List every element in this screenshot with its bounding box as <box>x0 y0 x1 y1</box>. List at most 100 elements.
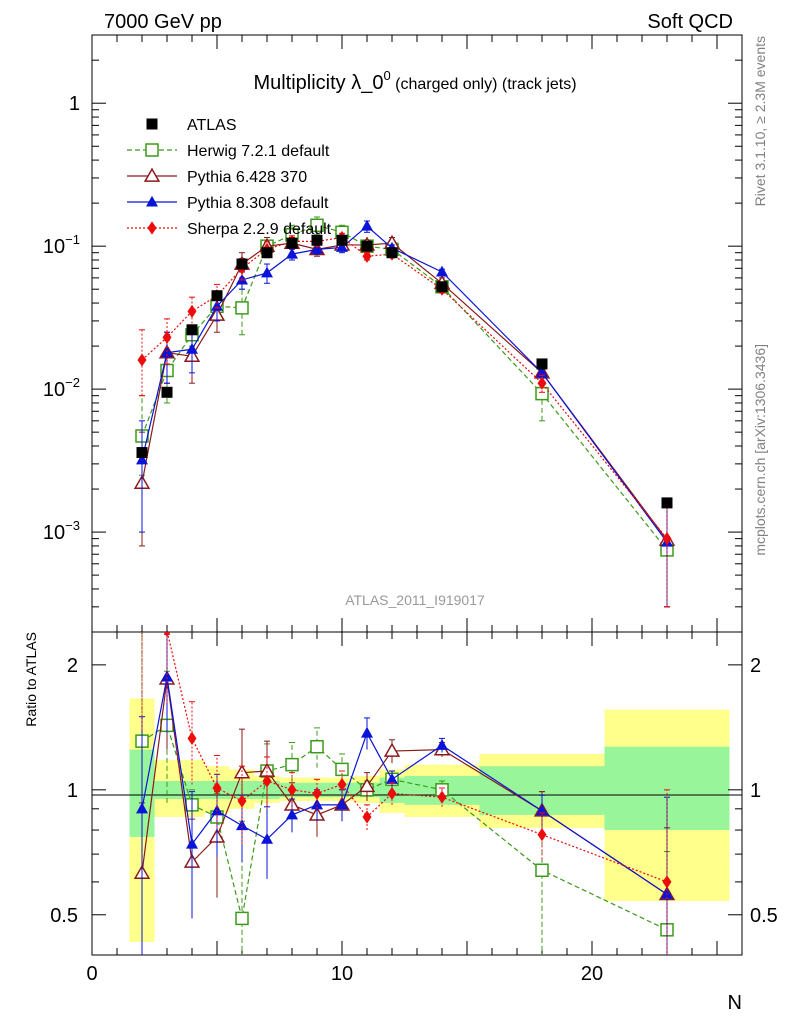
analysis-watermark: ATLAS_2011_I919017 <box>345 592 485 608</box>
legend-label-atlas: ATLAS <box>187 117 237 134</box>
pythia-ratio-point <box>161 670 173 682</box>
herwig-main-line <box>141 224 668 551</box>
legend-label-pythia: Pythia 6.428 370 <box>187 169 307 186</box>
atlas-data-point <box>286 237 298 249</box>
y-tick-label-exponent: −3 <box>65 518 80 533</box>
x-tick-label: 20 <box>581 963 603 985</box>
sherpa-ratio-point <box>662 875 672 889</box>
pythia-ratio-point <box>361 726 373 738</box>
pythia-ratio-line <box>141 676 668 895</box>
legend-marker-pythia <box>146 195 158 207</box>
sherpa-ratio-point <box>187 731 197 746</box>
pythia-ratio-point <box>236 819 248 831</box>
sherpa-main-point <box>537 376 547 390</box>
chart-title: Multiplicity λ_00 (charged only) (track … <box>253 68 576 94</box>
pythia-main-point <box>186 342 198 354</box>
sherpa-main-point <box>162 330 172 345</box>
sherpa-ratio-point <box>163 632 171 638</box>
pythia-main-point <box>436 265 448 277</box>
legend: ATLAS Herwig 7.2.1 default Pythia 6.428 37… <box>127 117 332 238</box>
pythia-ratio-point <box>286 808 298 820</box>
pythia-main-line <box>141 242 668 541</box>
pythia-ratio-point <box>386 773 398 784</box>
legend-marker-pythia <box>143 167 161 182</box>
y-tick-label-ratio-right: 0.5 <box>750 905 778 927</box>
herwig-ratio-point <box>335 762 349 777</box>
atlas-data-point <box>361 240 373 252</box>
pythia-ratio-point <box>383 742 401 757</box>
y-tick-label-main: 10−3 <box>43 518 80 544</box>
pythia-main-line <box>141 225 668 543</box>
pythia-main-point <box>536 366 548 378</box>
pythia-main-point <box>136 453 148 465</box>
x-axis-label: N <box>728 992 742 1014</box>
sherpa-ratio-point <box>362 810 372 824</box>
pythia-ratio-point <box>358 777 376 793</box>
atlas-data-point <box>536 358 548 370</box>
ratio-series-layer <box>133 632 676 955</box>
herwig-ratio-line <box>141 724 668 931</box>
x-tick-label: 10 <box>331 963 353 985</box>
sherpa-ratio-point <box>387 786 397 801</box>
pythia-main-point <box>336 241 348 252</box>
atlas-data-point <box>136 447 148 459</box>
atlas-data-point <box>186 324 198 336</box>
y-tick-label-exponent: −2 <box>65 375 80 390</box>
herwig-ratio-point <box>310 739 324 754</box>
atlas-data-point <box>661 497 673 509</box>
legend-label-sherpa: Sherpa 2.2.9 default <box>187 221 332 238</box>
sherpa-ratio-point <box>287 783 297 797</box>
sherpa-main-point <box>662 532 672 546</box>
pythia-ratio-point <box>436 739 448 750</box>
sherpa-ratio-point <box>212 781 222 795</box>
legend-marker-sherpa <box>147 221 157 235</box>
y-tick-label-mantissa: 10 <box>43 379 65 401</box>
pythia-ratio-point <box>186 837 198 849</box>
sherpa-ratio-point <box>337 777 347 792</box>
sherpa-ratio-point <box>312 786 322 801</box>
sherpa-main-point <box>187 304 197 318</box>
axis-ticks <box>91 34 743 955</box>
atlas-data-point <box>436 281 448 293</box>
header-category-label: Soft QCD <box>647 11 733 33</box>
sherpa-main-point <box>362 249 372 263</box>
y-tick-label-mantissa: 10 <box>43 522 65 544</box>
sherpa-ratio-line <box>166 632 668 883</box>
pythia-main-point <box>311 243 323 254</box>
sherpa-ratio-point <box>237 794 247 808</box>
y-tick-label-exponent: −1 <box>65 232 80 247</box>
pythia-main-point <box>361 219 373 231</box>
atlas-data-point <box>386 247 398 259</box>
atlas-data-point <box>161 386 173 398</box>
rivet-version-label: Rivet 3.1.10, ≥ 2.3M events <box>752 36 768 206</box>
atlas-data-point <box>311 234 323 246</box>
mcplots-url-label: mcplots.cern.ch [arXiv:1306.3436] <box>752 344 768 556</box>
main-series-layer <box>133 216 676 608</box>
atlas-data-point <box>261 247 273 259</box>
chart-title-main: Multiplicity λ_0 <box>253 72 383 94</box>
herwig-main-point <box>235 301 249 315</box>
sherpa-ratio-point <box>437 790 447 804</box>
atlas-data-point <box>236 258 248 270</box>
y-tick-label-main: 10−1 <box>43 232 80 258</box>
y-tick-label-ratio-right: 2 <box>750 655 761 677</box>
y-tick-label-ratio-right: 1 <box>750 780 761 802</box>
sherpa-ratio-point <box>262 774 272 788</box>
herwig-ratio-point <box>285 757 299 772</box>
pythia-ratio-point <box>261 832 273 844</box>
atlas-data-point <box>211 290 223 302</box>
legend-marker-herwig <box>145 143 159 157</box>
chart-title-suffix: (charged only) (track jets) <box>391 76 577 93</box>
sherpa-ratio-point <box>537 828 547 842</box>
sherpa-main-point <box>137 353 147 367</box>
y-tick-label-main: 1 <box>69 93 80 115</box>
pythia-ratio-point <box>336 798 348 810</box>
legend-label-pythia: Pythia 8.308 default <box>187 195 329 212</box>
x-tick-label: 0 <box>86 963 97 985</box>
herwig-ratio-point <box>235 911 249 926</box>
y-tick-label-ratio-left: 2 <box>67 655 78 677</box>
legend-marker-atlas <box>146 118 158 130</box>
chart-title-superscript: 0 <box>383 68 390 83</box>
